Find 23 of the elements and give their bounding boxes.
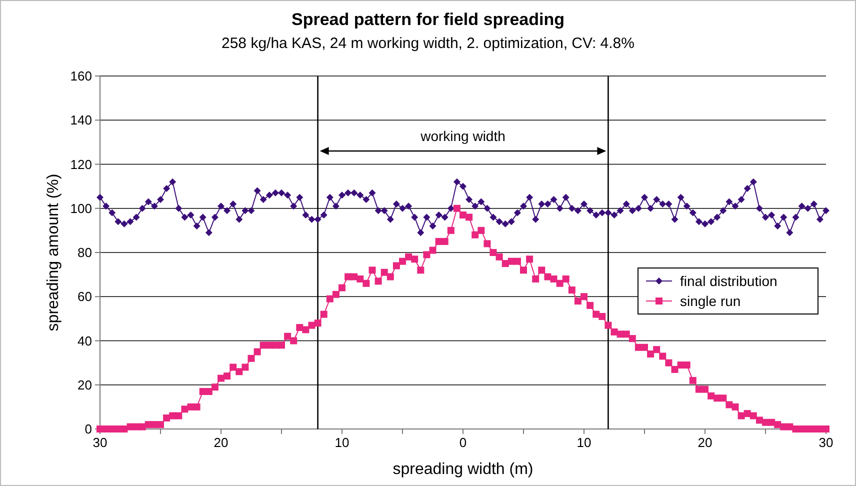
chart-title: Spread pattern for field spreading [292,10,564,29]
x-axis-title: spreading width (m) [392,461,534,478]
y-tick-label: 60 [78,289,92,304]
y-tick-label: 160 [70,68,92,84]
x-tick-label: 10 [576,435,592,450]
y-tick-label: 80 [78,245,92,260]
y-tick-label: 100 [70,200,92,216]
y-tick-label: 0 [84,422,92,436]
y-tick-label: 120 [70,156,92,172]
x-tick-label: 20 [698,435,712,450]
x-tick-label: 10 [334,435,350,450]
legend-label: final distribution [680,273,778,289]
x-tick-label: 30 [818,435,834,450]
y-tick-label: 140 [70,112,92,128]
y-tick-label: 40 [78,333,92,348]
y-tick-label: 20 [78,377,92,392]
x-tick-label: 30 [92,435,108,450]
chart-subtitle: 258 kg/ha KAS, 24 m working width, 2. optimization, CV: 4.8% [222,35,634,52]
x-tick-label: 0 [459,435,467,450]
x-tick-label: 20 [214,435,228,450]
y-axis-title: spreading amount (%) [45,174,62,332]
legend-label: single run [680,293,741,309]
annotation: working width [420,128,506,144]
